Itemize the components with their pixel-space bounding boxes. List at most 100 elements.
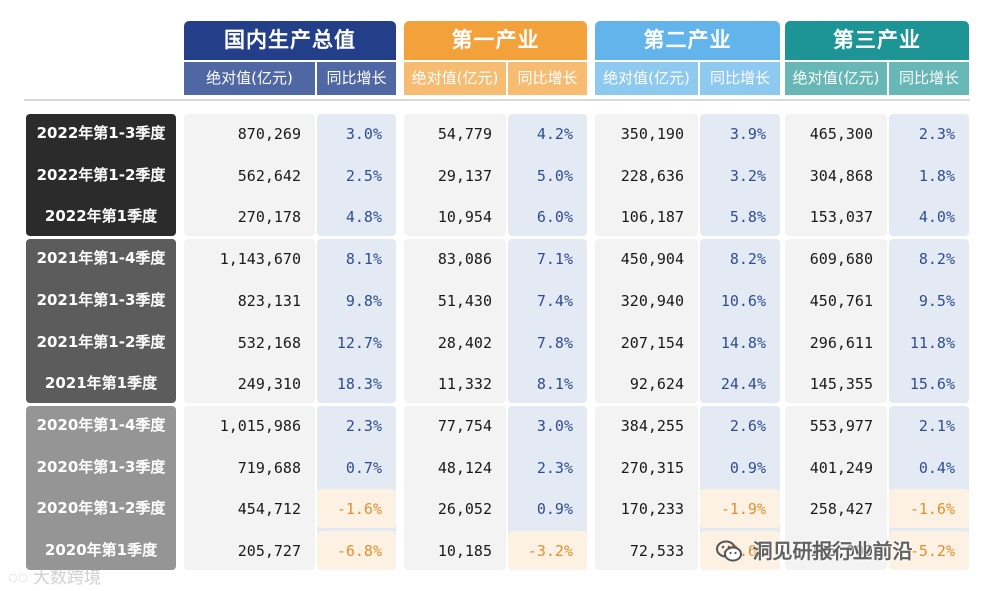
row-label: 2021年第1季度 (44, 374, 158, 393)
pct-band (700, 114, 780, 237)
yoy-growth: 2.1% (918, 416, 955, 435)
abs-value: 10,954 (437, 208, 492, 227)
yoy-growth: 2.3% (345, 416, 382, 435)
value-band (404, 239, 506, 403)
yoy-growth: 9.8% (345, 291, 382, 310)
yoy-growth: 4.0% (918, 208, 955, 227)
negative-highlight (700, 489, 780, 528)
abs-value: 401,249 (809, 458, 873, 477)
value-band (404, 405, 506, 570)
row-label: 2020年第1季度 (44, 541, 158, 559)
wechat-icon (716, 540, 742, 562)
row-label: 2020年第1-3季度 (36, 457, 166, 476)
negative-highlight (508, 531, 587, 570)
yoy-growth: -3.2% (527, 542, 573, 560)
yoy-growth: 15.6% (909, 375, 955, 394)
abs-value: 205,727 (237, 542, 301, 560)
yoy-growth: 7.8% (536, 333, 573, 352)
yoy-growth: 14.8% (720, 333, 766, 352)
negative-highlight (889, 531, 969, 570)
value-band (184, 405, 315, 570)
row-label: 2021年第1-4季度 (36, 249, 166, 268)
abs-value: 296,611 (809, 333, 873, 352)
header-abs-label: 绝对值(亿元) (404, 62, 506, 95)
yoy-growth: 0.9% (729, 458, 766, 477)
value-band (184, 239, 315, 403)
header-primary: 第一产业 绝对值(亿元) 同比增长 (404, 21, 587, 95)
yoy-growth: 1.8% (918, 166, 955, 185)
header-divider (24, 99, 970, 101)
abs-value: 304,868 (809, 166, 873, 185)
abs-value: 350,190 (620, 125, 684, 143)
yoy-growth: 0.9% (536, 500, 573, 519)
header-abs-label: 绝对值(亿元) (785, 62, 887, 95)
yoy-growth: 0.4% (918, 458, 955, 477)
row-label-group-2020 (26, 405, 176, 570)
abs-value: 562,642 (237, 166, 301, 185)
abs-value: 54,779 (437, 125, 492, 143)
yoy-growth: 0.7% (345, 458, 382, 477)
abs-value: 270,315 (620, 458, 684, 477)
header-yoy-label: 同比增长 (508, 62, 587, 95)
abs-value: 83,086 (437, 250, 492, 269)
abs-value: 870,269 (237, 125, 301, 143)
yoy-growth: 5.0% (536, 166, 573, 185)
yoy-growth: 4.8% (345, 208, 382, 227)
negative-highlight (317, 489, 396, 528)
abs-value: 207,154 (620, 333, 684, 352)
abs-value: 92,624 (629, 375, 684, 394)
abs-value: 170,233 (620, 500, 684, 519)
row-label: 2020年第1-4季度 (36, 415, 166, 434)
yoy-growth: 5.8% (729, 208, 766, 227)
watermark-left: ◌◌ 大数跨境 (8, 563, 101, 588)
row-label-group-2021 (26, 239, 176, 403)
abs-value: 454,712 (237, 500, 301, 519)
header-yoy-label: 同比增长 (700, 62, 780, 95)
row-label: 2022年第1-2季度 (36, 165, 166, 184)
yoy-growth: 7.4% (536, 291, 573, 310)
abs-value: 450,761 (809, 291, 873, 310)
yoy-growth: -6.8% (336, 542, 382, 560)
yoy-growth: 11.8% (909, 333, 955, 352)
pct-band (889, 114, 969, 237)
pct-band (700, 239, 780, 403)
pct-band (508, 114, 587, 237)
header-title: 第二产业 (595, 21, 780, 60)
abs-value: 823,131 (237, 291, 301, 310)
abs-value: 106,187 (620, 208, 684, 227)
abs-value: 228,636 (620, 166, 684, 185)
abs-value: 153,037 (809, 208, 873, 227)
header-title: 国内生产总值 (184, 21, 396, 60)
yoy-growth: 2.5% (345, 166, 382, 185)
yoy-growth: 12.7% (336, 333, 382, 352)
value-band (785, 114, 887, 237)
yoy-growth: 24.4% (720, 375, 766, 394)
yoy-growth: 8.1% (345, 250, 382, 269)
value-band (595, 114, 698, 237)
yoy-growth: -1.6% (909, 500, 955, 519)
watermark-logo-icon: ◌◌ (8, 568, 29, 587)
abs-value: 258,427 (809, 500, 873, 519)
abs-value: 384,255 (620, 416, 684, 435)
abs-value: 10,185 (437, 542, 492, 560)
abs-value: 48,124 (437, 458, 492, 477)
yoy-growth: -1.6% (336, 500, 382, 519)
yoy-growth: -1.9% (720, 500, 766, 519)
yoy-growth: 8.2% (918, 250, 955, 269)
abs-value: 609,680 (809, 250, 873, 269)
abs-value: 450,904 (620, 250, 684, 269)
yoy-growth: 9.5% (918, 291, 955, 310)
abs-value: 28,402 (437, 333, 492, 352)
yoy-growth: 10.6% (720, 291, 766, 310)
abs-value: 249,310 (237, 375, 301, 394)
watermark-left-text: 大数跨境 (32, 568, 101, 587)
abs-value: 145,355 (809, 375, 873, 394)
abs-value: 51,430 (437, 291, 492, 310)
row-label: 2021年第1-3季度 (36, 290, 166, 309)
row-label: 2022年第1季度 (44, 207, 158, 226)
header-gdp: 国内生产总值 绝对值(亿元) 同比增长 (184, 21, 396, 95)
header-title: 第一产业 (404, 21, 587, 60)
yoy-growth: 2.3% (536, 458, 573, 477)
yoy-growth: 8.2% (729, 250, 766, 269)
yoy-growth: 2.6% (729, 416, 766, 435)
